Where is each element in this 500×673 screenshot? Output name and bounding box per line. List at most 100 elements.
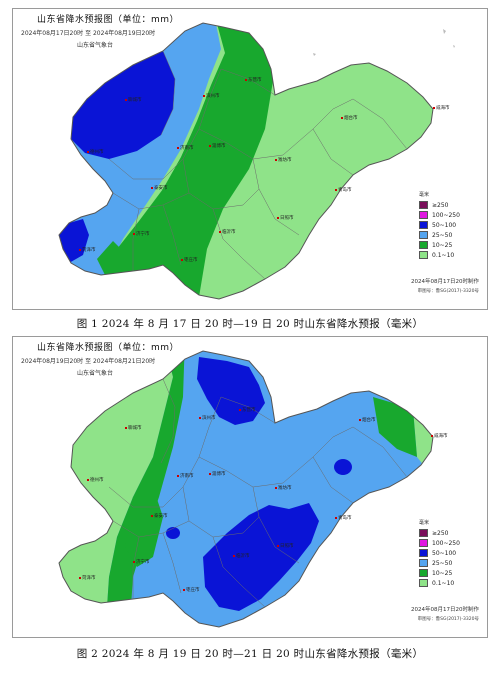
map-title: 山东省降水预报图（单位：mm） — [37, 15, 180, 25]
legend-label: 100~250 — [432, 539, 460, 547]
city-label: 青岛市 — [335, 515, 352, 521]
legend-swatch — [419, 231, 428, 239]
legend-rows: ≥250 100~250 50~100 25~50 10~25 0.1~10 — [419, 528, 477, 588]
city-label: 泰安市 — [151, 185, 168, 191]
rain-zone-10-25 — [105, 351, 185, 627]
legend-unit: 毫米 — [419, 520, 430, 526]
city-label: 枣庄市 — [183, 587, 200, 593]
legend-item: 100~250 — [419, 538, 477, 548]
legend-item: 50~100 — [419, 220, 477, 230]
legend-swatch — [419, 529, 428, 537]
legend-swatch — [419, 211, 428, 219]
map-panel-1: 山东省降水预报图（单位：mm） 2024年08月17日20时 至 2024年08… — [12, 8, 488, 310]
issuing-agency: 山东省气象台 — [77, 42, 114, 49]
city-label: 烟台市 — [341, 115, 358, 121]
city-label: 日照市 — [277, 543, 294, 549]
city-label: 威海市 — [431, 433, 448, 439]
forecast-period: 2024年08月17日20时 至 2024年08月19日20时 — [21, 30, 156, 37]
map-approval-number: 审图号：鲁SG(2017)-3320号 — [417, 617, 479, 622]
legend-item: 0.1~10 — [419, 250, 477, 260]
legend-label: 100~250 — [432, 211, 460, 219]
legend: 毫米 ≥250 100~250 50~100 25~50 10~25 0.1~10 — [419, 519, 477, 588]
legend-item: 10~25 — [419, 568, 477, 578]
legend-swatch — [419, 569, 428, 577]
city-label: 滨州市 — [199, 415, 216, 421]
figure-caption-2: 图 2 2024 年 8 月 19 日 20 时—21 日 20 时山东省降水预… — [76, 648, 424, 660]
rain-zone-10-25 — [109, 23, 275, 299]
legend-unit: 毫米 — [419, 192, 430, 198]
city-label: 烟台市 — [359, 417, 376, 423]
legend-item: ≥250 — [419, 200, 477, 210]
city-label: 菏泽市 — [79, 575, 96, 581]
city-label: 滨州市 — [203, 93, 220, 99]
map-approval-number: 审图号：鲁SG(2017)-3320号 — [417, 289, 479, 294]
legend-label: 50~100 — [432, 221, 457, 229]
city-label: 东营市 — [245, 77, 262, 83]
city-label: 青岛市 — [335, 187, 352, 193]
city-label: 淄博市 — [209, 143, 226, 149]
legend-swatch — [419, 539, 428, 547]
made-time: 2024年08月17日20时制作 — [411, 607, 479, 613]
legend-swatch — [419, 201, 428, 209]
legend-label: 25~50 — [432, 559, 453, 567]
legend-swatch — [419, 549, 428, 557]
legend-label: 10~25 — [432, 569, 453, 577]
issuing-agency: 山东省气象台 — [77, 370, 114, 377]
rain-zone-50-100-spot — [334, 459, 352, 475]
precipitation-map-1 — [58, 22, 455, 300]
city-label: 日照市 — [277, 215, 294, 221]
precipitation-map-2 — [58, 350, 434, 628]
city-label: 聊城市 — [125, 425, 142, 431]
legend-label: ≥250 — [432, 201, 449, 209]
city-label: 临沂市 — [233, 553, 250, 559]
city-label: 淄博市 — [209, 471, 226, 477]
prefecture-boundaries — [108, 50, 408, 280]
city-label: 德州市 — [87, 477, 104, 483]
legend-item: 100~250 — [419, 210, 477, 220]
legend-label: 25~50 — [432, 231, 453, 239]
city-label: 潍坊市 — [275, 157, 292, 163]
legend: 毫米 ≥250 100~250 50~100 25~50 10~25 0.1~10 — [419, 191, 477, 260]
rain-zone-0.1-10 — [59, 351, 173, 627]
rain-zone-50-100 — [71, 51, 175, 159]
legend-swatch — [419, 251, 428, 259]
island-marks — [313, 29, 455, 56]
rain-zone-50-100-south — [203, 503, 319, 611]
rain-zone-0.1-10-east — [413, 409, 433, 497]
city-label: 济宁市 — [133, 231, 150, 237]
city-label: 枣庄市 — [181, 257, 198, 263]
figure-caption-1: 图 1 2024 年 8 月 17 日 20 时—19 日 20 时山东省降水预… — [76, 318, 424, 330]
legend-item: 50~100 — [419, 548, 477, 558]
city-label: 德州市 — [87, 149, 104, 155]
legend-label: 0.1~10 — [432, 251, 455, 259]
legend-rows: ≥250 100~250 50~100 25~50 10~25 0.1~10 — [419, 200, 477, 260]
rain-zone-10-25-east — [373, 397, 417, 457]
map-title: 山东省降水预报图（单位：mm） — [37, 343, 180, 353]
map-panel-2: 山东省降水预报图（单位：mm） 2024年08月19日20时 至 2024年08… — [12, 336, 488, 638]
legend-item: 0.1~10 — [419, 578, 477, 588]
made-time: 2024年08月17日20时制作 — [411, 279, 479, 285]
legend-swatch — [419, 559, 428, 567]
city-label: 济宁市 — [133, 559, 150, 565]
city-label: 济南市 — [177, 473, 194, 479]
legend-item: 25~50 — [419, 230, 477, 240]
forecast-period: 2024年08月19日20时 至 2024年08月21日20时 — [21, 358, 156, 365]
legend-swatch — [419, 221, 428, 229]
legend-swatch — [419, 579, 428, 587]
city-label: 泰安市 — [151, 513, 168, 519]
city-label: 威海市 — [433, 105, 450, 111]
city-label: 东营市 — [239, 407, 256, 413]
legend-swatch — [419, 241, 428, 249]
rain-zone-50-100-spot — [166, 527, 180, 539]
legend-label: 0.1~10 — [432, 579, 455, 587]
legend-label: 50~100 — [432, 549, 457, 557]
city-label: 临沂市 — [219, 229, 236, 235]
city-label: 济南市 — [177, 145, 194, 151]
city-label: 聊城市 — [125, 97, 142, 103]
legend-item: 25~50 — [419, 558, 477, 568]
city-label: 潍坊市 — [275, 485, 292, 491]
legend-label: ≥250 — [432, 529, 449, 537]
rain-zone-10-25-spot — [97, 241, 125, 275]
rain-layer-1 — [59, 23, 433, 299]
legend-item: ≥250 — [419, 528, 477, 538]
